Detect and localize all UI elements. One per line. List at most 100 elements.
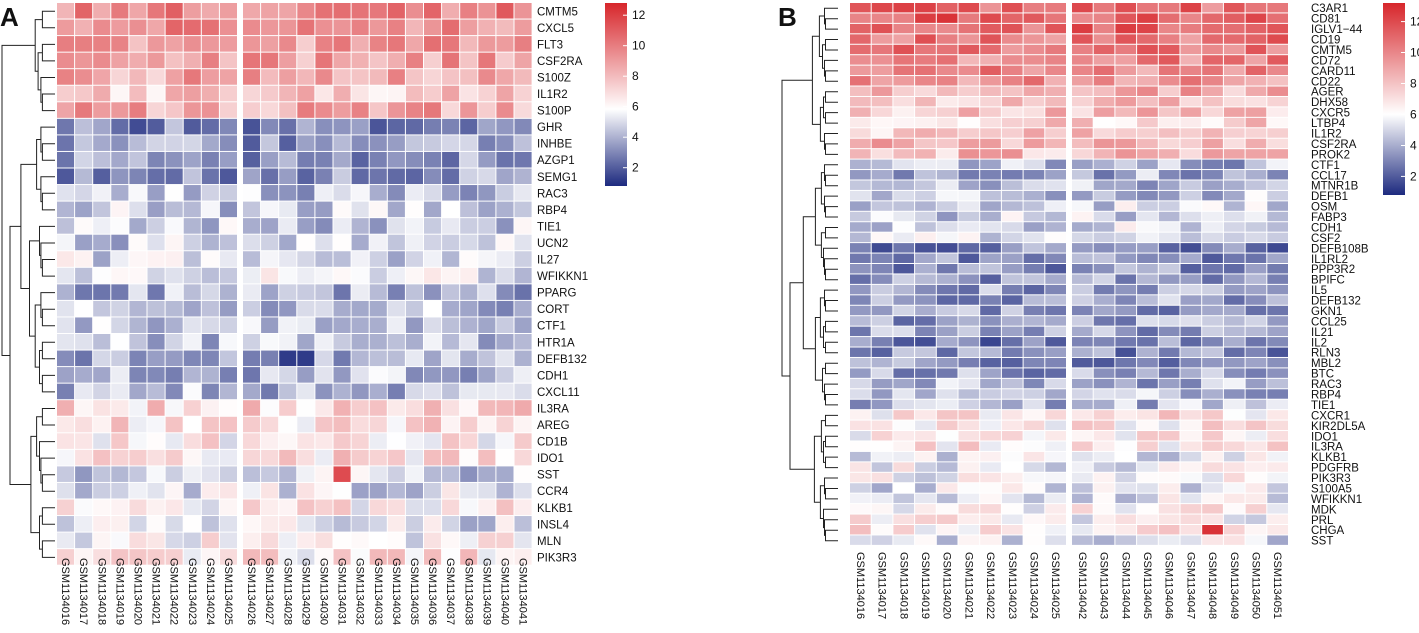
heatmap-cell <box>57 201 75 218</box>
heatmap-cell <box>980 264 1001 274</box>
heatmap-cell <box>315 516 333 532</box>
heatmap-cell <box>958 347 980 357</box>
heatmap-cell <box>201 218 219 234</box>
heatmap-cell <box>1223 3 1245 13</box>
heatmap-cell <box>147 532 165 549</box>
heatmap-cell <box>387 267 405 284</box>
heatmap-cell <box>1158 86 1180 96</box>
heatmap-cell <box>1267 96 1288 107</box>
heatmap-cell <box>1023 284 1045 295</box>
heatmap-cell <box>219 466 237 482</box>
heatmap-cell <box>850 159 871 170</box>
heatmap-cell <box>1202 326 1223 337</box>
heatmap-cell <box>1158 378 1180 389</box>
heatmap-cell <box>147 151 165 168</box>
heatmap-cell <box>111 267 129 284</box>
heatmap-cell <box>915 431 936 441</box>
heatmap-cell <box>315 300 333 317</box>
heatmap-cell <box>1045 284 1066 295</box>
heatmap-cell <box>201 400 219 416</box>
heatmap-cell <box>387 118 405 135</box>
heatmap-cell <box>496 118 514 135</box>
heatmap-cell <box>1158 337 1180 347</box>
heatmap-cell <box>219 135 237 151</box>
heatmap-cell <box>478 549 496 565</box>
dendrogram-branch <box>34 304 41 368</box>
heatmap-cell <box>915 23 936 34</box>
heatmap-cell <box>1180 232 1202 243</box>
heatmap-cell <box>93 416 111 433</box>
heatmap-cell <box>243 36 261 52</box>
colorbar-tick-label: 6 <box>1410 108 1417 122</box>
heatmap-cell <box>1023 232 1045 243</box>
heatmap-cell <box>201 317 219 333</box>
heatmap-cell <box>387 135 405 151</box>
heatmap-cell <box>1023 170 1045 180</box>
row-label: PIK3R3 <box>537 552 577 564</box>
heatmap-cell <box>243 201 261 218</box>
heatmap-cell <box>1093 441 1115 451</box>
heatmap-cell <box>1115 295 1137 305</box>
heatmap-cell <box>936 149 958 159</box>
heatmap-cell <box>1093 295 1115 305</box>
dendrogram-branch <box>814 317 823 381</box>
heatmap-cell <box>1180 410 1202 420</box>
heatmap-cell <box>1202 451 1223 462</box>
heatmap-cell <box>1158 96 1180 107</box>
heatmap-cell <box>57 284 75 300</box>
heatmap-cell <box>351 52 369 69</box>
heatmap-cell <box>1093 535 1115 545</box>
heatmap-cell <box>1137 3 1158 13</box>
heatmap-cell <box>980 431 1001 441</box>
dendrogram-branch <box>825 414 838 427</box>
heatmap-cell <box>201 135 219 151</box>
heatmap-cell <box>75 317 93 333</box>
heatmap-cell <box>1072 441 1093 451</box>
heatmap-cell <box>442 151 460 168</box>
heatmap-cell <box>1158 389 1180 399</box>
heatmap-cell <box>111 151 129 168</box>
heatmap-cell <box>1158 535 1180 545</box>
heatmap-cell <box>279 516 297 532</box>
heatmap-cell <box>333 135 351 151</box>
heatmap-cell <box>1093 504 1115 514</box>
heatmap-cell <box>183 251 201 267</box>
heatmap-cell <box>980 159 1001 170</box>
heatmap-cell <box>915 357 936 368</box>
heatmap-cell <box>1137 431 1158 441</box>
heatmap-cell <box>893 232 915 243</box>
heatmap-cell <box>405 466 423 482</box>
heatmap-cell <box>111 317 129 333</box>
heatmap-cell <box>1202 274 1223 284</box>
heatmap-cell <box>351 516 369 532</box>
heatmap-cell <box>496 300 514 317</box>
heatmap-cell <box>57 118 75 135</box>
heatmap-cell <box>1072 96 1093 107</box>
heatmap-cell <box>424 85 442 102</box>
heatmap-cell <box>1223 284 1245 295</box>
heatmap-cell <box>1180 420 1202 431</box>
dendrogram-branch <box>41 308 55 327</box>
heatmap-cell <box>514 168 532 185</box>
heatmap-cell <box>1137 504 1158 514</box>
heatmap-cell <box>387 466 405 482</box>
heatmap-cell <box>75 135 93 151</box>
heatmap-cell <box>1202 316 1223 326</box>
heatmap-cell <box>261 549 279 565</box>
heatmap-cell <box>351 400 369 416</box>
heatmap-cell <box>893 86 915 96</box>
heatmap-cell <box>351 350 369 367</box>
heatmap-cell <box>460 118 478 135</box>
heatmap-cell <box>424 334 442 350</box>
heatmap-cell <box>478 251 496 267</box>
heatmap-cell <box>387 482 405 499</box>
heatmap-cell <box>442 201 460 218</box>
heatmap-cell <box>1223 264 1245 274</box>
heatmap-cell <box>1180 34 1202 44</box>
heatmap-cell <box>1137 117 1158 128</box>
heatmap-cell <box>1093 264 1115 274</box>
heatmap-cell <box>1180 357 1202 368</box>
heatmap-cell <box>369 334 387 350</box>
heatmap-cell <box>424 350 442 367</box>
heatmap-cell <box>1001 399 1023 410</box>
